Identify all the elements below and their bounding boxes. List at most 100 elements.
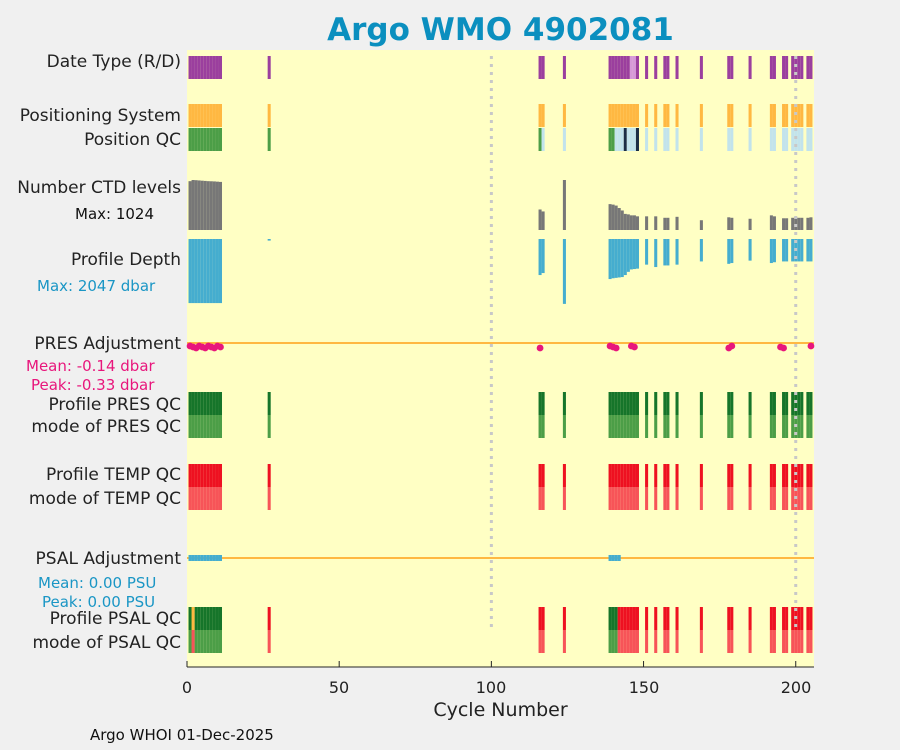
profile-psal-qc-bar [727, 607, 731, 630]
ctd-levels-bar [203, 180, 207, 230]
profile-psal-qc-bar [188, 607, 192, 630]
mode-temp-qc-bar [800, 487, 804, 510]
ctd-levels-bar [800, 217, 804, 230]
position-qc-bar [215, 128, 219, 151]
profile-depth-bar [209, 239, 213, 304]
date-type-bar [663, 56, 667, 79]
profile-pres-qc-bar [629, 392, 633, 415]
positioning-bar [629, 104, 633, 127]
date-type-bar [785, 56, 789, 79]
ctd-levels-bar [194, 180, 198, 230]
mode-temp-qc-bar [562, 487, 566, 510]
position-qc-bar [562, 128, 566, 151]
ctd-levels-bar [191, 180, 195, 230]
mode-pres-qc-bar [772, 415, 776, 438]
date-type-bar [194, 56, 198, 79]
mode-pres-qc-bar [635, 415, 639, 438]
date-type-bar [632, 56, 636, 79]
ctd-levels-bar [794, 217, 798, 230]
mode-psal-qc-bar [188, 630, 192, 653]
profile-psal-qc-bar [197, 607, 201, 630]
footer-text: Argo WHOI 01-Dec-2025 [90, 726, 274, 744]
profile-pres-qc-bar [782, 392, 786, 415]
mode-pres-qc-bar [806, 415, 810, 438]
date-type-bar [611, 56, 615, 79]
profile-depth-bar [806, 239, 810, 262]
profile-pres-qc-bar [626, 392, 630, 415]
profile-temp-qc-bar [191, 464, 195, 487]
mode-pres-qc-bar [620, 415, 624, 438]
mode-temp-qc-bar [797, 487, 801, 510]
profile-temp-qc-bar [645, 464, 649, 487]
position-qc-bar [614, 128, 618, 151]
mode-pres-qc-bar [218, 415, 223, 438]
positioning-bar [635, 104, 639, 127]
profile-psal-qc-bar [608, 607, 612, 630]
profile-depth-bar [772, 239, 776, 263]
profile-pres-qc-bar [666, 392, 670, 415]
position-qc-bar [794, 128, 798, 151]
profile-depth-bar [611, 239, 615, 279]
date-type-bar [614, 56, 618, 79]
profile-depth-bar [730, 239, 734, 264]
profile-pres-qc-bar [727, 392, 731, 415]
mode-temp-qc-bar [538, 487, 542, 510]
mode-pres-qc-bar [209, 415, 213, 438]
date-type-bar [212, 56, 216, 79]
mode-temp-qc-bar [212, 487, 216, 510]
ctd-levels-bar [675, 216, 679, 230]
profile-temp-qc-bar [791, 464, 795, 487]
date-type-bar [209, 56, 213, 79]
mode-psal-qc-bar [191, 630, 195, 653]
position-qc-bar [626, 128, 630, 151]
mode-temp-qc-bar [200, 487, 204, 510]
profile-depth-bar [748, 239, 752, 261]
profile-pres-qc-bar [538, 392, 542, 415]
mode-pres-qc-bar [617, 415, 621, 438]
mode-temp-qc-bar [699, 487, 703, 510]
positioning-bar [699, 104, 703, 127]
mode-psal-qc-bar [215, 630, 219, 653]
mode-pres-qc-bar [699, 415, 703, 438]
positioning-bar [623, 104, 627, 127]
ctd-levels-bar [617, 208, 621, 230]
profile-temp-qc-bar [730, 464, 734, 487]
date-type-bar [206, 56, 210, 79]
profile-pres-qc-bar [785, 392, 789, 415]
profile-pres-qc-bar [617, 392, 621, 415]
mode-psal-qc-bar [791, 630, 795, 653]
psal-adjust-point [206, 555, 210, 561]
mode-pres-qc-bar [541, 415, 545, 438]
profile-depth-bar [614, 239, 618, 278]
ctd-levels-bar [791, 217, 795, 230]
mode-temp-qc-bar [626, 487, 630, 510]
mode-pres-qc-bar [538, 415, 542, 438]
profile-depth-bar [626, 239, 630, 272]
mode-psal-qc-bar [772, 630, 776, 653]
profile-pres-qc-bar [806, 392, 810, 415]
profile-depth-bar [666, 239, 670, 266]
row-label-date-type: Date Type (R/D) [46, 52, 181, 72]
profile-pres-qc-bar [218, 392, 223, 415]
profile-pres-qc-bar [699, 392, 703, 415]
mode-temp-qc-bar [675, 487, 679, 510]
profile-temp-qc-bar [620, 464, 624, 487]
positioning-bar [218, 104, 223, 127]
position-qc-bar [541, 128, 545, 151]
profile-temp-qc-bar [772, 464, 776, 487]
x-tick-label: 200 [780, 678, 812, 697]
position-qc-bar [748, 128, 752, 151]
profile-pres-qc-bar [197, 392, 201, 415]
mode-temp-qc-bar [188, 487, 192, 510]
profile-temp-qc-bar [809, 464, 813, 487]
mode-pres-qc-bar [188, 415, 192, 438]
profile-psal-qc-bar [626, 607, 630, 630]
date-type-bar [626, 56, 630, 79]
mode-psal-qc-bar [194, 630, 198, 653]
position-qc-bar [635, 128, 639, 151]
mode-temp-qc-bar [809, 487, 813, 510]
positioning-bar [200, 104, 204, 127]
ctd-levels-bar [663, 217, 667, 230]
mode-pres-qc-bar [675, 415, 679, 438]
